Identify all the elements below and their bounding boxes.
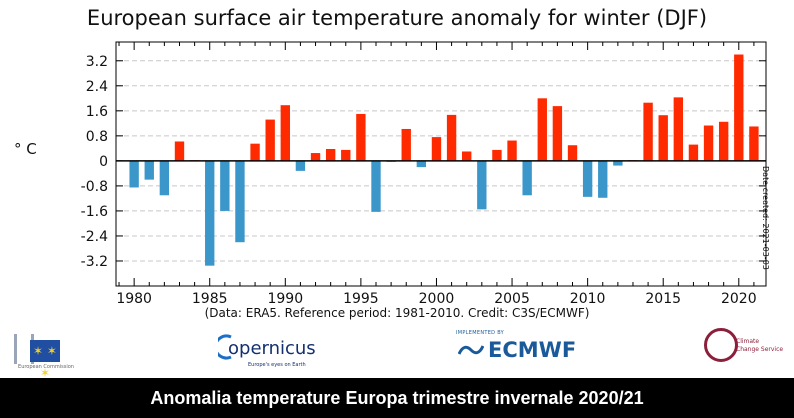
eu-stars-icon: ✶ ✶ ✶ xyxy=(33,344,57,380)
bar xyxy=(159,160,170,196)
x-tick-label: 1985 xyxy=(192,291,228,306)
bar xyxy=(295,160,306,171)
copernicus-tagline: Europe's eyes on Earth xyxy=(248,362,306,368)
y-ticks: -3.2 -2.4 -1.6 -0.8 0 0.8 1.6 2.4 3.2 xyxy=(81,54,766,270)
y-tick-label: -3.2 xyxy=(81,254,108,270)
data-credits: (Data: ERA5. Reference period: 1981-2010… xyxy=(204,306,590,320)
bar xyxy=(462,151,472,161)
bar xyxy=(643,102,653,161)
caption-text: Anomalia temperature Europa trimestre in… xyxy=(150,388,644,408)
bar xyxy=(734,54,744,161)
x-tick-label: 1995 xyxy=(343,291,379,306)
bar xyxy=(537,98,547,161)
c3s-line2: Change Service xyxy=(736,346,784,353)
bar xyxy=(280,105,290,161)
eu-logo-text: European Commission xyxy=(18,364,74,370)
bar xyxy=(341,149,351,161)
bar xyxy=(371,160,381,212)
x-tick-label: 2015 xyxy=(645,291,681,306)
climate-change-service-logo: Climate Change Service xyxy=(704,328,784,372)
y-tick-label: -1.6 xyxy=(81,204,108,220)
bar xyxy=(401,128,411,161)
ecmwf-implemented-by: IMPLEMENTED BY xyxy=(456,330,505,336)
bar xyxy=(235,160,245,243)
copernicus-logo: opernicus Europe's eyes on Earth xyxy=(218,328,328,368)
bar xyxy=(552,106,563,161)
bar-chart: -3.2-2.4-1.6-0.800.81.62.43.2 1980 1985 19… xyxy=(81,41,767,306)
eu-flag-icon xyxy=(30,340,60,362)
copernicus-wordmark: opernicus xyxy=(228,338,316,359)
bar xyxy=(174,141,185,161)
bar xyxy=(673,97,684,161)
x-ticks: 1980 1985 1990 1995 2000 2005 2010 2015 2020 xyxy=(116,42,757,306)
bar xyxy=(718,121,729,161)
x-tick-label: 2010 xyxy=(570,291,606,306)
bar xyxy=(310,153,321,161)
bar xyxy=(522,160,532,196)
bar xyxy=(658,115,668,161)
european-commission-logo: ✶ ✶ ✶ European Commission xyxy=(14,334,78,380)
bar xyxy=(613,160,623,166)
y-tick-label: 0 xyxy=(99,154,108,170)
bar xyxy=(492,149,502,161)
x-tick-label: 1990 xyxy=(267,291,303,306)
bar xyxy=(416,160,427,168)
bar xyxy=(567,145,578,161)
caption-banner: Anomalia temperature Europa trimestre in… xyxy=(0,378,794,418)
x-tick-label: 2000 xyxy=(419,291,455,306)
y-tick-label: -2.4 xyxy=(81,229,108,245)
date-created: Date created: 2021-03-03 xyxy=(761,166,770,270)
y-tick-label: 2.4 xyxy=(86,79,108,95)
bar xyxy=(220,160,230,211)
c3s-line1: Climate xyxy=(736,338,760,345)
ecmwf-wave-icon xyxy=(458,345,484,355)
bar xyxy=(356,113,366,161)
ecmwf-wordmark: ECMWF xyxy=(488,338,577,362)
copernicus-c-icon xyxy=(218,334,232,360)
bar xyxy=(250,143,260,161)
bar xyxy=(598,160,608,198)
logo-row: ✶ ✶ ✶ European Commission opernicus Euro… xyxy=(0,326,794,380)
bar xyxy=(446,114,457,161)
bar xyxy=(477,160,487,210)
y-tick-label: 3.2 xyxy=(86,54,108,70)
bar xyxy=(582,160,593,197)
y-axis-label: ° C xyxy=(14,140,37,158)
bar xyxy=(205,160,215,266)
c3s-wordmark: Climate Change Service xyxy=(736,338,783,354)
chart-title: European surface air temperature anomaly… xyxy=(86,6,708,30)
x-tick-label: 1980 xyxy=(116,291,152,306)
y-tick-label: -0.8 xyxy=(81,179,108,195)
c3s-circle-icon xyxy=(704,328,738,362)
bar xyxy=(325,148,336,161)
bars xyxy=(129,54,759,266)
bar xyxy=(144,160,154,180)
bar xyxy=(749,126,759,161)
bar xyxy=(507,140,517,161)
bar xyxy=(129,160,139,188)
bar xyxy=(265,119,275,161)
y-tick-label: 1.6 xyxy=(86,104,108,120)
bar xyxy=(703,125,714,161)
plot-frame xyxy=(115,41,767,287)
bar xyxy=(431,137,442,161)
x-tick-label: 2005 xyxy=(494,291,530,306)
ecmwf-logo: IMPLEMENTED BY ECMWF xyxy=(456,330,586,366)
y-tick-label: 0.8 xyxy=(86,129,108,145)
x-tick-label: 2020 xyxy=(721,291,757,306)
bar xyxy=(688,144,699,161)
